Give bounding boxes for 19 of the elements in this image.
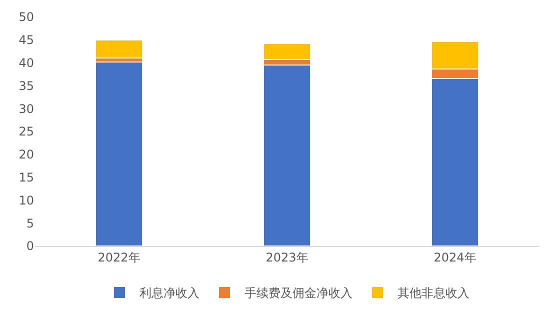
bar	[94, 39, 144, 59]
y-tick-label: 45	[18, 33, 34, 48]
y-tick-label: 30	[18, 102, 34, 116]
y-tick-label: 5	[26, 216, 34, 230]
legend-label: 手续费及佣金净收入	[244, 286, 352, 300]
y-tick-label: 15	[18, 170, 34, 184]
y-tick-label: 20	[18, 148, 34, 162]
y-tick-label: 35	[18, 78, 34, 93]
x-tick-label: 2022年	[98, 250, 140, 264]
legend-label: 利息净收入	[140, 286, 200, 300]
y-tick-label: 0	[26, 239, 34, 254]
y-tick-label: 10	[18, 193, 34, 208]
y-tick-label: 25	[18, 124, 34, 139]
x-tick-label: 2024年	[434, 250, 476, 264]
legend-label: 其他非息收入	[398, 286, 470, 300]
y-tick-label: 40	[18, 56, 34, 70]
x-tick-label: 2023年	[266, 250, 308, 264]
bar	[94, 61, 144, 246]
y-tick-label: 50	[18, 10, 34, 24]
